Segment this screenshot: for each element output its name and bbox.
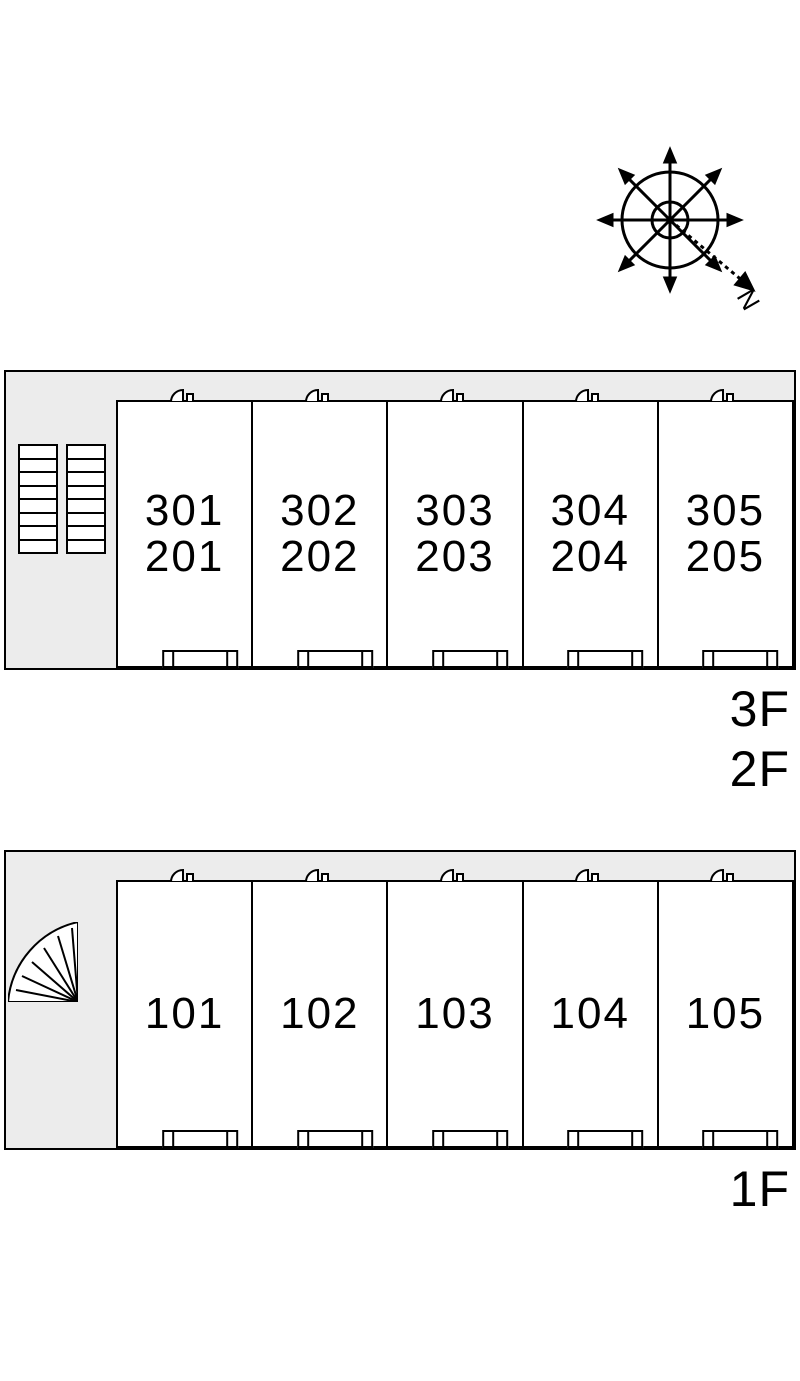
unit-104: 104: [522, 880, 659, 1148]
balcony-icon: [432, 650, 508, 668]
door-icon: [437, 866, 473, 882]
floor-label-1f: 1F: [730, 1160, 790, 1218]
door-icon: [572, 386, 608, 402]
unit-305-205: 305205: [657, 400, 794, 668]
floorplan-page: N 301201 302202 303203: [0, 0, 800, 1381]
unit-label: 204: [551, 532, 630, 581]
balcony-icon: [432, 1130, 508, 1148]
stairs-icon: [8, 922, 78, 1002]
unit-label: 104: [551, 989, 630, 1038]
unit-label: 205: [686, 532, 765, 581]
door-icon: [707, 386, 743, 402]
floor-block-upper: 301201 302202 303203 304204 305205: [4, 370, 796, 670]
balcony-icon: [567, 1130, 643, 1148]
unit-label: 103: [415, 989, 494, 1038]
units-row-upper: 301201 302202 303203 304204 305205: [116, 400, 794, 668]
unit-101: 101: [116, 880, 253, 1148]
unit-label: 305: [686, 486, 765, 535]
balcony-icon: [297, 1130, 373, 1148]
balcony-icon: [162, 1130, 238, 1148]
balcony-icon: [703, 1130, 779, 1148]
compass-icon: N: [580, 140, 760, 320]
unit-105: 105: [657, 880, 794, 1148]
unit-103: 103: [386, 880, 523, 1148]
balcony-icon: [162, 650, 238, 668]
door-icon: [707, 866, 743, 882]
unit-label: 301: [145, 486, 224, 535]
floor-block-lower: 101 102 103 104 105: [4, 850, 796, 1150]
balcony-icon: [703, 650, 779, 668]
unit-label: 303: [415, 486, 494, 535]
units-row-lower: 101 102 103 104 105: [116, 880, 794, 1148]
unit-label: 201: [145, 532, 224, 581]
balcony-icon: [297, 650, 373, 668]
unit-label: 202: [280, 532, 359, 581]
door-icon: [572, 866, 608, 882]
unit-label: 101: [145, 989, 224, 1038]
unit-304-204: 304204: [522, 400, 659, 668]
door-icon: [437, 386, 473, 402]
unit-303-203: 303203: [386, 400, 523, 668]
door-icon: [302, 386, 338, 402]
unit-302-202: 302202: [251, 400, 388, 668]
door-icon: [167, 866, 203, 882]
door-icon: [302, 866, 338, 882]
unit-label: 102: [280, 989, 359, 1038]
unit-label: 203: [415, 532, 494, 581]
unit-label: 304: [551, 486, 630, 535]
floor-label-2f: 2F: [730, 740, 790, 798]
unit-label: 105: [686, 989, 765, 1038]
floor-label-3f: 3F: [730, 680, 790, 738]
unit-301-201: 301201: [116, 400, 253, 668]
stairs-icon: [18, 444, 106, 554]
balcony-icon: [567, 650, 643, 668]
door-icon: [167, 386, 203, 402]
unit-label: 302: [280, 486, 359, 535]
unit-102: 102: [251, 880, 388, 1148]
